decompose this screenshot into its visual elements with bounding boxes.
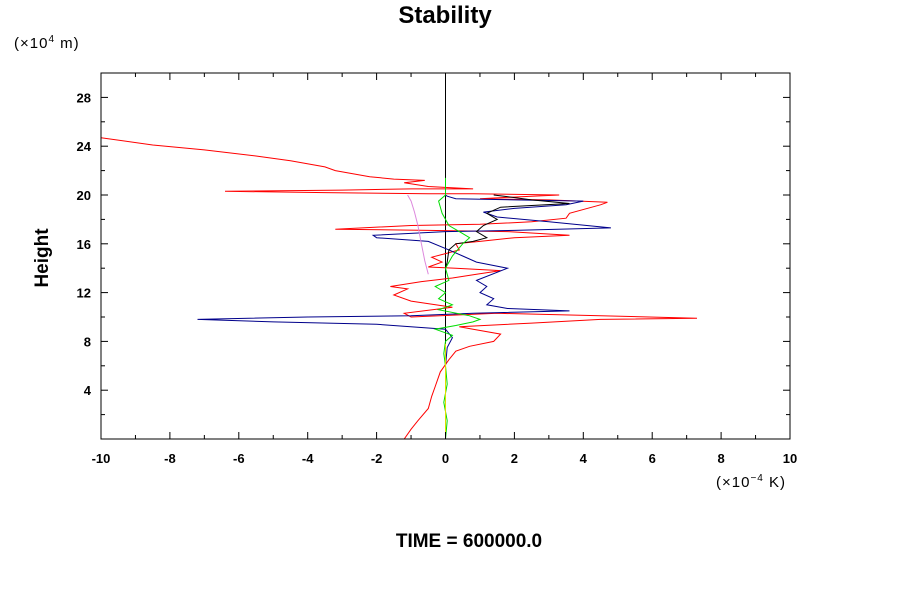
y-unit-base: (×10: [14, 35, 49, 52]
x-tick-label: 8: [717, 451, 724, 466]
x-unit-base: (×10: [716, 474, 751, 491]
y-axis-unit: (×104 m): [14, 34, 80, 52]
series-line-1: [101, 137, 698, 439]
series-line-5: [407, 194, 429, 275]
y-tick-label: 12: [77, 286, 91, 301]
x-tick-label: 10: [783, 451, 797, 466]
x-tick-label: 4: [580, 451, 588, 466]
x-tick-label: -4: [302, 451, 314, 466]
chart-title: Stability: [398, 2, 492, 29]
x-tick-label: 0: [442, 451, 449, 466]
time-label: TIME = 600000.0: [395, 531, 543, 552]
y-tick-label: 20: [77, 188, 91, 203]
x-tick-label: -10: [92, 451, 111, 466]
x-tick-label: -8: [164, 451, 176, 466]
x-unit-exponent: −4: [750, 473, 764, 484]
series-layer: [101, 73, 698, 439]
series-line-4: [433, 177, 482, 439]
y-unit-exponent: 4: [48, 34, 56, 45]
x-tick-label: -6: [233, 451, 245, 466]
y-unit-rest: m): [55, 35, 80, 52]
y-tick-label: 24: [77, 139, 92, 154]
y-tick-label: 4: [84, 383, 92, 398]
x-axis-unit: (×10−4 K): [716, 473, 786, 491]
y-tick-label: 28: [77, 90, 91, 105]
series-line-3: [445, 194, 570, 269]
x-tick-label: -2: [371, 451, 383, 466]
x-unit-rest: K): [763, 474, 787, 491]
series-line-2: [197, 194, 611, 366]
x-tick-label: 6: [649, 451, 656, 466]
x-tick-label: 2: [511, 451, 518, 466]
y-tick-label: 8: [84, 334, 91, 349]
y-tick-label: 16: [77, 237, 91, 252]
